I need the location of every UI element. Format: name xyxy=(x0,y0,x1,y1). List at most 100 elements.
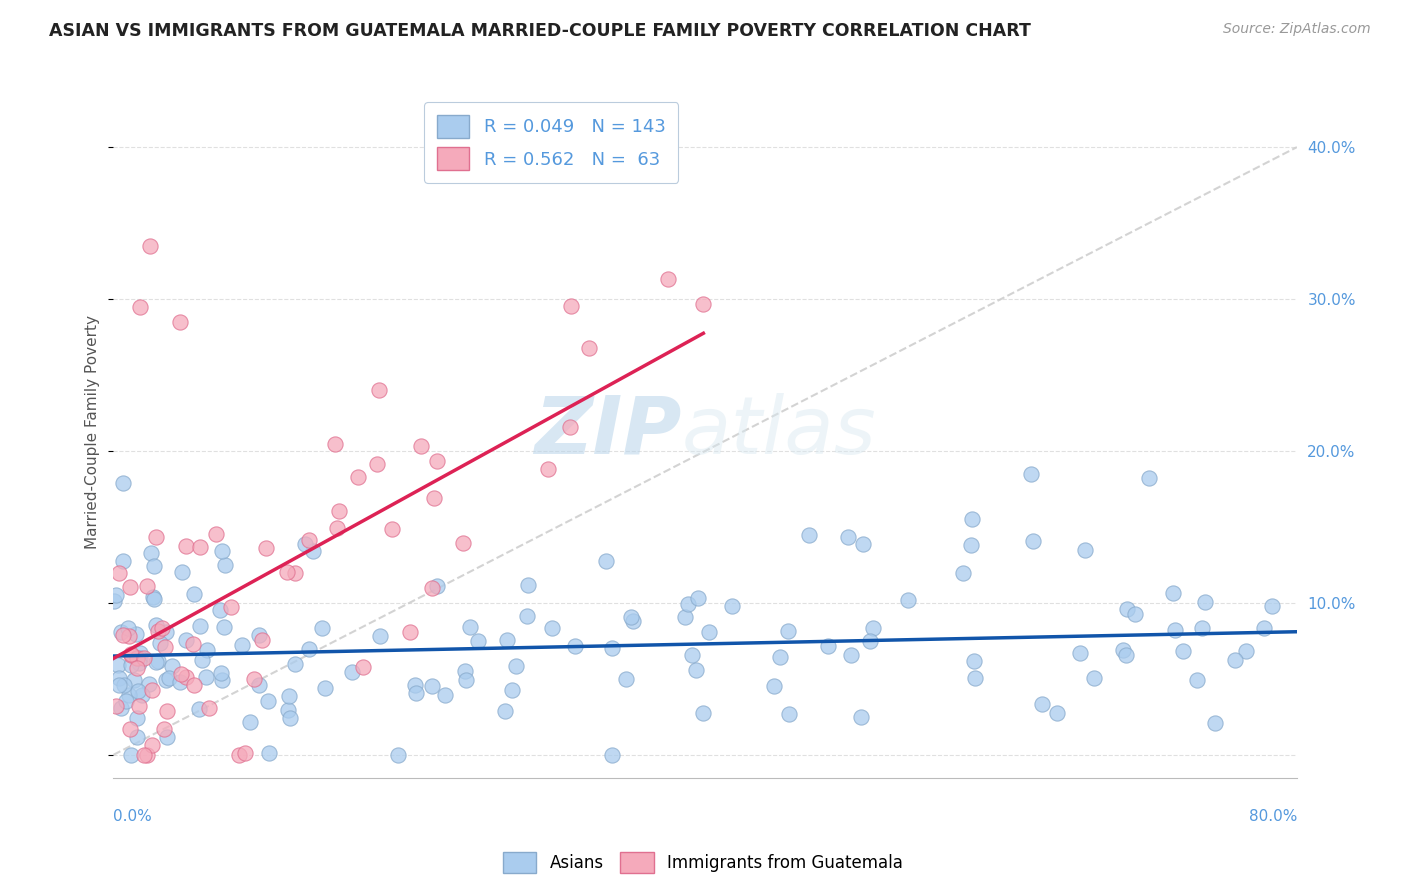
Point xyxy=(1191,621,1213,635)
Point xyxy=(673,609,696,624)
Point xyxy=(108,678,131,692)
Point xyxy=(160,658,183,673)
Point xyxy=(387,747,409,762)
Point xyxy=(501,682,523,697)
Point xyxy=(111,554,134,568)
Point xyxy=(139,239,162,253)
Point xyxy=(231,638,253,652)
Point xyxy=(239,714,262,729)
Point xyxy=(963,654,986,668)
Point xyxy=(837,530,859,544)
Point xyxy=(537,462,560,476)
Point xyxy=(368,629,391,643)
Point xyxy=(1022,533,1045,548)
Point xyxy=(1164,623,1187,637)
Point xyxy=(138,677,160,691)
Point xyxy=(960,512,983,526)
Point xyxy=(172,565,194,579)
Point xyxy=(155,704,177,718)
Point xyxy=(454,664,477,678)
Point xyxy=(467,634,489,648)
Point xyxy=(145,655,167,669)
Text: ASIAN VS IMMIGRANTS FROM GUATEMALA MARRIED-COUPLE FAMILY POVERTY CORRELATION CHA: ASIAN VS IMMIGRANTS FROM GUATEMALA MARRI… xyxy=(49,22,1031,40)
Point xyxy=(657,272,679,286)
Point xyxy=(183,636,205,650)
Point xyxy=(323,436,346,450)
Point xyxy=(692,706,714,721)
Point xyxy=(169,315,191,329)
Point xyxy=(454,673,477,687)
Point xyxy=(128,656,150,670)
Point xyxy=(600,747,623,762)
Y-axis label: Married-Couple Family Poverty: Married-Couple Family Poverty xyxy=(86,315,100,549)
Point xyxy=(228,747,250,762)
Point xyxy=(425,454,447,468)
Legend: Asians, Immigrants from Guatemala: Asians, Immigrants from Guatemala xyxy=(496,846,910,880)
Point xyxy=(190,619,212,633)
Point xyxy=(105,699,128,714)
Point xyxy=(276,565,298,579)
Text: Source: ZipAtlas.com: Source: ZipAtlas.com xyxy=(1223,22,1371,37)
Point xyxy=(120,648,142,662)
Point xyxy=(284,657,307,671)
Point xyxy=(458,620,481,634)
Point xyxy=(141,590,163,604)
Point xyxy=(620,610,643,624)
Point xyxy=(294,537,316,551)
Point xyxy=(205,526,228,541)
Point xyxy=(578,341,600,355)
Point xyxy=(146,654,169,668)
Point xyxy=(721,599,744,614)
Point xyxy=(170,666,193,681)
Point xyxy=(1261,599,1284,613)
Point xyxy=(129,300,152,314)
Point xyxy=(155,625,177,640)
Point xyxy=(247,628,270,642)
Point xyxy=(621,615,644,629)
Point xyxy=(1073,543,1095,558)
Point xyxy=(120,722,142,736)
Point xyxy=(124,626,146,640)
Point xyxy=(602,640,624,655)
Point xyxy=(965,671,987,685)
Point xyxy=(1069,646,1091,660)
Point xyxy=(346,470,368,484)
Point xyxy=(211,673,233,687)
Point xyxy=(117,621,139,635)
Point xyxy=(252,632,274,647)
Point xyxy=(852,537,875,551)
Point xyxy=(132,651,155,665)
Point xyxy=(118,580,141,594)
Point xyxy=(817,639,839,653)
Point xyxy=(496,633,519,648)
Point xyxy=(149,636,172,650)
Point xyxy=(131,688,153,702)
Point xyxy=(174,539,197,553)
Point xyxy=(1125,607,1147,622)
Point xyxy=(134,747,156,762)
Point xyxy=(114,693,136,707)
Point xyxy=(411,439,433,453)
Point xyxy=(692,296,714,310)
Point xyxy=(541,621,564,635)
Point xyxy=(298,642,321,657)
Point xyxy=(128,646,150,660)
Point xyxy=(247,678,270,692)
Point xyxy=(404,678,426,692)
Point xyxy=(366,457,388,471)
Point xyxy=(169,674,191,689)
Legend: R = 0.049   N = 143, R = 0.562   N =  63: R = 0.049 N = 143, R = 0.562 N = 63 xyxy=(425,103,679,183)
Point xyxy=(564,640,586,654)
Point xyxy=(114,678,136,692)
Point xyxy=(277,690,299,704)
Point xyxy=(183,587,205,601)
Point xyxy=(176,670,198,684)
Point xyxy=(110,701,132,715)
Point xyxy=(681,648,703,662)
Point xyxy=(136,579,159,593)
Point xyxy=(136,747,159,762)
Point xyxy=(143,558,166,573)
Point xyxy=(127,661,149,675)
Point xyxy=(405,685,427,699)
Point xyxy=(195,643,218,657)
